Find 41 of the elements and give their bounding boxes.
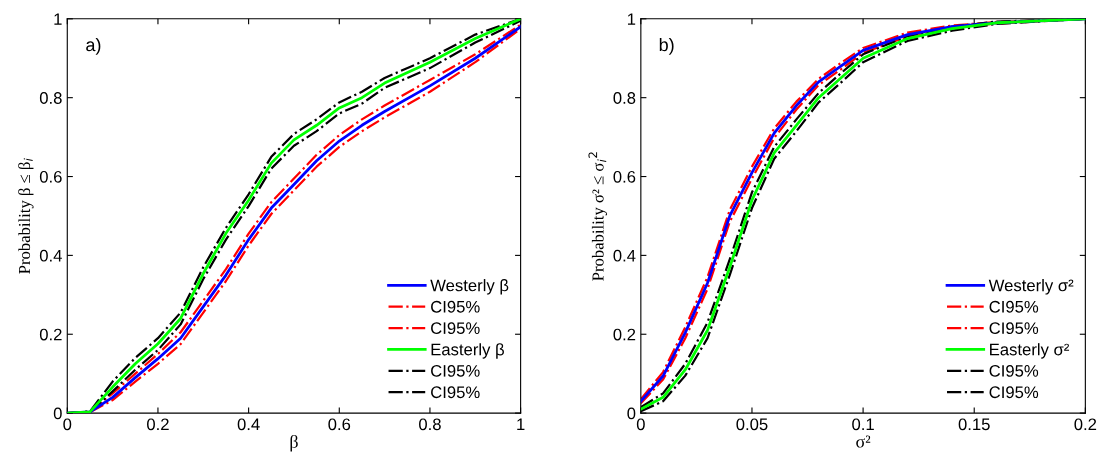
- legend-label: CI95%: [989, 322, 1039, 335]
- y-tick-label: 1: [627, 13, 636, 25]
- legend-label: CI95%: [989, 300, 1039, 313]
- legend-label: Easterly σ²: [990, 343, 1070, 359]
- legend-label: CI95%: [431, 386, 480, 399]
- y-tick-label: 0.8: [39, 92, 62, 104]
- legend-label: Westerly σ²: [988, 279, 1074, 295]
- x-tick-label: 0.15: [958, 418, 990, 431]
- y-tick-label: 1: [54, 13, 62, 25]
- y-tick-label: 0.6: [39, 170, 62, 183]
- legend-label: CI95%: [989, 364, 1039, 377]
- y-axis-title: Probability σ² ≤ σ$_{i}$$^{2}$: [588, 152, 608, 281]
- x-tick-label: 0.4: [237, 418, 260, 431]
- y-tick-label: 0.8: [613, 92, 636, 104]
- y-tick-label: 0.2: [613, 328, 636, 341]
- y-tick-label: 0.6: [613, 170, 636, 183]
- legend-label: CI95%: [431, 300, 480, 313]
- legend-label: CI95%: [431, 322, 480, 335]
- legend-label: Easterly β: [431, 343, 504, 359]
- x-tick-label: 0.2: [147, 418, 169, 431]
- x-tick-label: 0: [636, 418, 645, 431]
- x-tick-label: 1: [517, 418, 525, 431]
- y-tick-label: 0.2: [39, 328, 62, 341]
- y-tick-label: 0.4: [39, 249, 62, 262]
- x-axis-title: β: [290, 434, 298, 452]
- legend-label: CI95%: [989, 386, 1039, 399]
- annotation: b): [659, 38, 674, 55]
- x-tick-label: 0.1: [852, 418, 874, 431]
- x-tick-label: 0.6: [328, 418, 351, 431]
- y-axis-title: Probability β ≤ β$_{i}$: [18, 158, 34, 274]
- y-tick-label: 0.4: [613, 249, 636, 262]
- x-tick-label: 0.8: [419, 418, 441, 431]
- x-tick-label: 0.2: [1074, 418, 1097, 431]
- y-tick-label: 0: [627, 407, 636, 420]
- x-axis-title: σ²: [856, 435, 871, 448]
- legend-label: CI95%: [431, 364, 480, 377]
- y-tick-label: 0: [53, 407, 62, 420]
- annotation: a): [86, 38, 101, 55]
- legend-label: Westerly β: [430, 279, 509, 295]
- x-tick-label: 0.05: [736, 418, 768, 431]
- x-tick-label: 0: [63, 418, 72, 431]
